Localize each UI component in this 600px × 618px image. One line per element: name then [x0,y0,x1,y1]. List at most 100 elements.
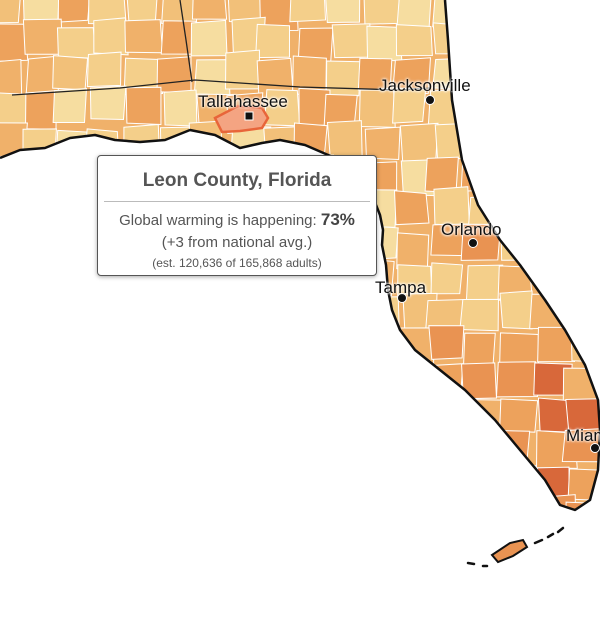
county-cell[interactable] [123,328,155,364]
county-cell[interactable] [189,359,228,396]
county-cell[interactable] [227,499,267,541]
county-cell[interactable] [459,90,496,127]
county-cell[interactable] [53,360,90,398]
county-cell[interactable] [86,51,122,88]
county-cell[interactable] [52,87,88,124]
county-cell[interactable] [537,326,576,363]
county-cell[interactable] [401,397,436,439]
county-cell[interactable] [19,254,58,290]
county-cell[interactable] [570,294,600,333]
county-cell[interactable] [190,395,228,431]
county-cell[interactable] [400,461,437,493]
county-cell[interactable] [0,58,23,96]
county-cell[interactable] [190,602,226,618]
county-cell[interactable] [24,154,59,194]
county-cell[interactable] [360,603,399,618]
county-cell[interactable] [569,195,600,230]
county-cell[interactable] [295,498,334,534]
county-cell[interactable] [158,530,194,564]
county-cell[interactable] [227,327,262,368]
county-cell[interactable] [0,290,22,328]
jacksonville-marker[interactable] [425,95,435,105]
county-cell[interactable] [428,325,465,360]
county-cell[interactable] [429,598,466,618]
county-cell[interactable] [160,290,198,326]
county-cell[interactable] [572,538,600,576]
county-cell[interactable] [20,400,60,439]
county-cell[interactable] [197,291,233,332]
county-cell[interactable] [260,398,295,431]
county-cell[interactable] [52,326,94,367]
county-cell[interactable] [0,23,29,63]
county-cell[interactable] [52,458,92,499]
county-cell[interactable] [93,292,132,332]
county-cell[interactable] [258,322,297,363]
county-cell[interactable] [499,398,539,433]
county-cell[interactable] [266,503,307,541]
county-cell[interactable] [87,326,124,359]
county-cell[interactable] [360,538,391,572]
county-cell[interactable] [331,361,365,402]
county-cell[interactable] [500,222,536,261]
county-cell[interactable] [0,569,22,607]
county-cell[interactable] [122,291,165,328]
leon-county-highlight[interactable] [213,104,270,134]
county-cell[interactable] [124,19,164,54]
orlando-marker[interactable] [468,238,478,248]
county-cell[interactable] [60,193,101,227]
county-cell[interactable] [333,534,366,567]
county-cell[interactable] [358,565,391,602]
county-cell[interactable] [56,27,97,59]
county-cell[interactable] [467,530,500,566]
county-cell[interactable] [193,59,231,97]
county-cell[interactable] [0,0,22,24]
county-cell[interactable] [0,192,25,225]
county-cell[interactable] [188,466,225,505]
county-cell[interactable] [563,58,598,99]
county-cell[interactable] [52,256,92,294]
county-cell[interactable] [191,0,228,20]
county-cell[interactable] [329,567,361,603]
county-cell[interactable] [561,20,598,55]
county-cell[interactable] [57,0,91,23]
county-cell[interactable] [426,502,462,537]
county-cell[interactable] [533,129,572,162]
county-cell[interactable] [327,600,363,618]
county-cell[interactable] [294,537,328,570]
county-cell[interactable] [564,227,600,267]
county-cell[interactable] [0,432,26,466]
county-cell[interactable] [495,25,536,65]
county-cell[interactable] [258,299,300,336]
county-cell[interactable] [123,57,164,96]
county-cell[interactable] [266,361,302,400]
county-cell[interactable] [363,426,403,462]
county-cell[interactable] [89,537,125,575]
county-cell[interactable] [0,463,25,504]
county-cell[interactable] [499,90,538,128]
county-cell[interactable] [499,290,533,330]
county-cell[interactable] [463,572,501,604]
county-cell[interactable] [334,330,373,367]
county-cell[interactable] [459,298,499,332]
county-cell[interactable] [197,535,235,571]
county-cell[interactable] [27,297,65,336]
tallahassee-marker[interactable] [244,111,254,121]
county-cell[interactable] [396,232,430,270]
county-cell[interactable] [533,605,566,618]
county-cell[interactable] [54,532,88,568]
county-cell[interactable] [494,429,531,466]
county-cell[interactable] [122,468,158,503]
county-cell[interactable] [93,17,129,56]
county-cell[interactable] [364,126,401,161]
county-cell[interactable] [87,468,121,500]
county-cell[interactable] [497,601,534,618]
county-cell[interactable] [533,163,569,201]
county-cell[interactable] [331,23,371,59]
county-cell[interactable] [565,0,600,20]
county-cell[interactable] [20,572,52,603]
county-cell[interactable] [25,435,60,473]
county-cell[interactable] [27,225,68,259]
county-cell[interactable] [402,602,439,618]
county-cell[interactable] [22,504,60,540]
